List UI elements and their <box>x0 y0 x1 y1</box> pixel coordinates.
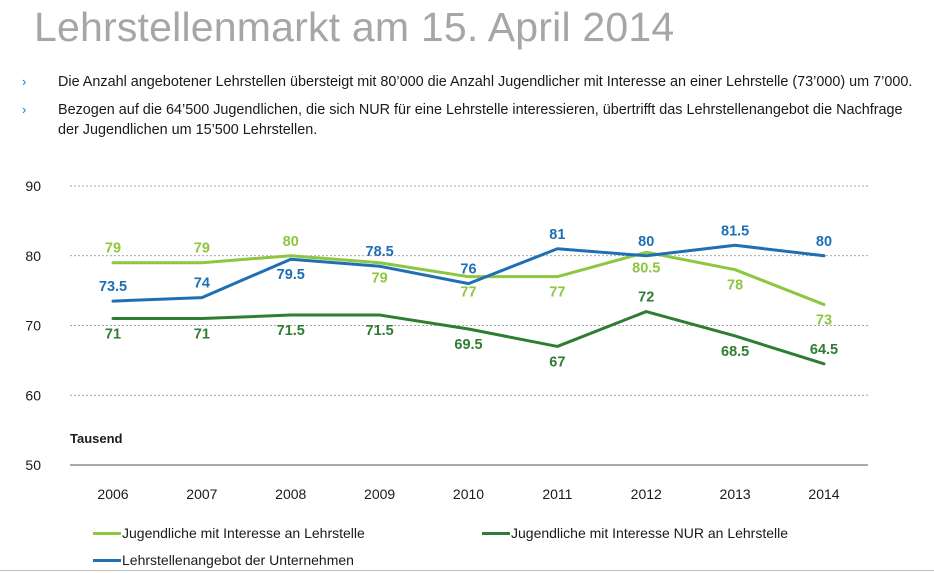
x-tick-label: 2011 <box>542 486 572 502</box>
data-label: 71 <box>194 327 210 343</box>
data-label: 74 <box>194 276 210 292</box>
legend-swatch <box>93 558 121 562</box>
data-label: 80 <box>283 234 299 250</box>
y-tick-label: 80 <box>25 248 41 264</box>
legend-label: Lehrstellenangebot der Unternehmen <box>122 552 354 568</box>
series-line-2 <box>111 310 826 366</box>
x-tick-label: 2008 <box>275 486 306 502</box>
legend-label: Jugendliche mit Interesse an Lehrstelle <box>122 525 365 541</box>
chevron-right-icon: › <box>22 74 27 89</box>
data-label: 72 <box>638 290 654 306</box>
series-line-1 <box>111 250 826 307</box>
chevron-right-icon: › <box>22 102 27 117</box>
y-axis-label: Tausend <box>70 431 123 446</box>
legend-item: Lehrstellenangebot der Unternehmen <box>93 552 354 568</box>
data-label: 80.5 <box>632 260 660 276</box>
x-tick-label: 2012 <box>631 486 662 502</box>
data-label: 76 <box>460 262 476 278</box>
data-label: 68.5 <box>721 344 749 360</box>
x-tick-label: 2014 <box>808 486 839 502</box>
legend-label: Jugendliche mit Interesse NUR an Lehrste… <box>511 525 789 541</box>
data-label: 69.5 <box>454 337 482 353</box>
bottom-rule <box>0 570 934 571</box>
data-label: 79 <box>194 241 210 257</box>
bullet-text: Bezogen auf die 64’500 Jugendlichen, die… <box>58 102 903 138</box>
data-label: 81 <box>549 227 565 243</box>
data-label: 71.5 <box>277 323 305 339</box>
data-label: 64.5 <box>810 342 838 358</box>
data-label: 71.5 <box>366 323 394 339</box>
bullet-text: Die Anzahl angebotener Lehrstellen übers… <box>58 74 913 90</box>
x-tick-label: 2013 <box>720 486 751 502</box>
data-label: 78 <box>727 278 743 294</box>
y-tick-label: 50 <box>25 457 41 473</box>
x-tick-label: 2010 <box>453 486 484 502</box>
data-label: 73.5 <box>99 279 127 295</box>
y-tick-label: 90 <box>25 178 41 194</box>
legend-item: Jugendliche mit Interesse NUR an Lehrste… <box>482 525 788 541</box>
x-tick-label: 2009 <box>364 486 395 502</box>
bullet-item: › Bezogen auf die 64’500 Jugendlichen, d… <box>22 100 922 140</box>
data-label: 78.5 <box>366 244 394 260</box>
y-tick-label: 60 <box>25 387 41 403</box>
x-tick-label: 2006 <box>97 486 128 502</box>
data-label: 79 <box>372 271 388 287</box>
data-label: 81.5 <box>721 223 749 239</box>
legend-swatch <box>482 531 510 535</box>
data-label: 77 <box>549 285 565 301</box>
legend-item: Jugendliche mit Interesse an Lehrstelle <box>93 525 365 541</box>
slide-title: Lehrstellenmarkt am 15. April 2014 <box>34 4 675 50</box>
data-label: 79 <box>105 241 121 257</box>
data-label: 73 <box>816 313 832 329</box>
data-label: 67 <box>549 354 565 370</box>
line-chart: 50 60 70 80 90 Tausend 2006 2007 2008 2009 2010 201… <box>25 178 868 502</box>
data-label: 80 <box>638 234 654 250</box>
bullet-list: › Die Anzahl angebotener Lehrstellen übe… <box>22 72 922 148</box>
data-label: 80 <box>816 234 832 250</box>
y-tick-label: 70 <box>25 318 41 334</box>
data-label: 77 <box>460 285 476 301</box>
bullet-item: › Die Anzahl angebotener Lehrstellen übe… <box>22 72 922 92</box>
data-label: 71 <box>105 327 121 343</box>
series-line-3 <box>111 243 826 303</box>
legend-swatch <box>93 531 121 535</box>
data-label: 79.5 <box>277 267 305 283</box>
x-tick-label: 2007 <box>186 486 217 502</box>
